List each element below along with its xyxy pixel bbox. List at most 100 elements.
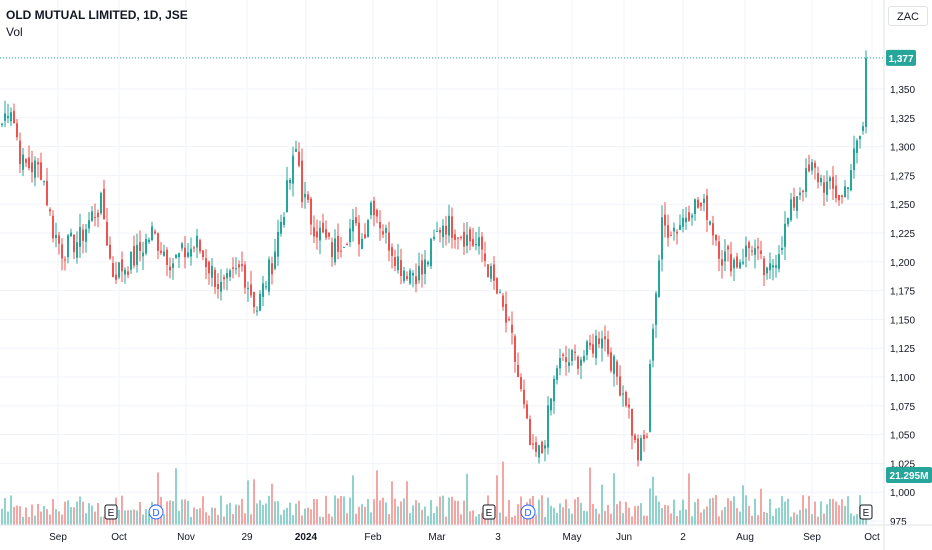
candle-body <box>22 154 24 170</box>
candle-body <box>67 235 69 258</box>
candle-body <box>253 292 255 308</box>
volume-bar <box>355 513 357 525</box>
volume-bar <box>211 507 213 525</box>
volume-bar <box>748 505 750 525</box>
candle-body <box>694 199 696 215</box>
dividend-marker[interactable]: D <box>520 504 536 520</box>
candle-body <box>235 268 237 270</box>
candle-body <box>223 277 225 280</box>
volume-bar <box>424 506 426 525</box>
candle-body <box>490 266 492 279</box>
candle-body <box>703 198 705 204</box>
candle-body <box>124 269 126 275</box>
candles <box>1 50 867 467</box>
candle-body <box>460 237 462 239</box>
volume-bar <box>232 514 234 525</box>
candle-body <box>856 140 858 153</box>
volume-bar <box>613 473 615 525</box>
candle-body <box>769 263 771 271</box>
candle-body <box>139 241 141 252</box>
volume-bar <box>505 516 507 525</box>
earnings-marker[interactable]: E <box>482 504 496 520</box>
earnings-marker[interactable]: E <box>104 504 118 520</box>
candle-body <box>16 123 18 138</box>
price-tick-label: 975 <box>890 517 907 528</box>
candle-body <box>778 254 780 269</box>
volume-bar <box>724 506 726 525</box>
candle-body <box>322 222 324 233</box>
candle-body <box>664 214 666 226</box>
volume-bar <box>223 516 225 525</box>
candle-body <box>673 227 675 232</box>
volume-bar <box>604 510 606 525</box>
candle-body <box>823 182 825 193</box>
candle-body <box>538 445 540 458</box>
volume-bar <box>655 495 657 525</box>
candle-body <box>340 250 342 252</box>
candle-body <box>601 338 603 349</box>
candle-body <box>415 276 417 285</box>
price-axis[interactable]: 1,350 1,325 1,300 1,275 1,250 1,225 1,200 1,175… <box>883 0 932 550</box>
volume-bar <box>361 504 363 525</box>
candle-body <box>754 248 756 255</box>
volume-bar <box>178 510 180 525</box>
candle-body <box>10 112 12 122</box>
time-axis[interactable]: Sep Oct Nov 29 2024 Feb Mar 3 May Jun 2 Aug Sep Oct <box>0 524 932 543</box>
candle-body <box>370 202 372 216</box>
price-tick-label: 1,150 <box>890 315 915 326</box>
candle-body <box>655 293 657 325</box>
volume-bar <box>466 473 468 525</box>
candle-body <box>355 217 357 224</box>
volume-bar <box>175 468 177 525</box>
volume-bar <box>685 509 687 525</box>
candle-body <box>157 233 159 251</box>
volume-bar <box>220 495 222 525</box>
candle-body <box>487 264 489 278</box>
volume-bar <box>706 506 708 525</box>
volume-bar <box>850 513 852 525</box>
volume-bar <box>430 500 432 525</box>
candle-body <box>580 359 582 366</box>
price-tick-label: 1,275 <box>890 171 915 182</box>
volume-bar <box>682 499 684 525</box>
earnings-marker[interactable]: E <box>859 504 873 520</box>
candle-body <box>796 196 798 211</box>
candle-body <box>28 157 30 169</box>
volume-bar <box>76 501 78 525</box>
volume-bar <box>838 505 840 525</box>
candle-body <box>637 438 639 461</box>
candle-body <box>766 267 768 274</box>
candle-body <box>178 253 180 258</box>
candle-body <box>73 234 75 253</box>
volume-bar <box>127 510 129 525</box>
volume-bar <box>148 513 150 525</box>
volume-bar <box>13 506 15 525</box>
dividend-marker[interactable]: D <box>148 504 164 520</box>
volume-bar <box>547 497 549 525</box>
volume-bar <box>688 473 690 525</box>
volume-bar <box>4 497 6 525</box>
volume-bar <box>451 496 453 525</box>
candle-body <box>352 220 354 232</box>
price-tick-label: 1,125 <box>890 344 915 355</box>
candle-body <box>718 241 720 259</box>
candle-body <box>691 215 693 218</box>
candle-body <box>613 356 615 374</box>
volume-bar <box>367 498 369 525</box>
candle-body <box>553 378 555 402</box>
volume-bar <box>415 500 417 525</box>
volume-bar <box>22 516 24 525</box>
candle-body <box>286 180 288 213</box>
candle-body <box>283 216 285 226</box>
volume-bar <box>709 498 711 525</box>
volume-bar <box>694 502 696 525</box>
candle-body <box>13 110 15 124</box>
candle-body <box>82 229 84 241</box>
volume-bar <box>658 501 660 525</box>
candle-body <box>520 377 522 390</box>
candle-body <box>169 266 171 271</box>
currency-button[interactable]: ZAC <box>888 6 928 26</box>
volume-bar <box>820 501 822 525</box>
